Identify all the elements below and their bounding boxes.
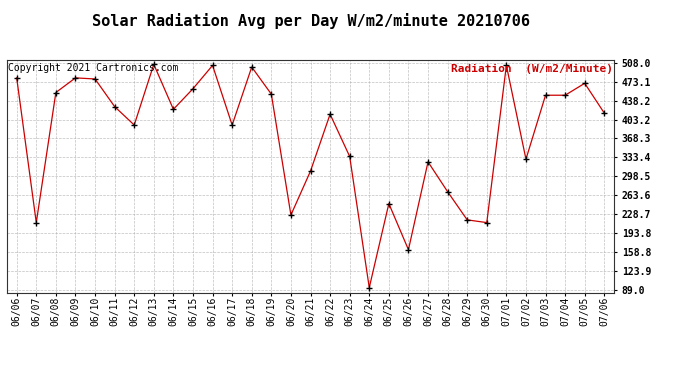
Text: Solar Radiation Avg per Day W/m2/minute 20210706: Solar Radiation Avg per Day W/m2/minute … xyxy=(92,13,529,29)
Text: Radiation  (W/m2/Minute): Radiation (W/m2/Minute) xyxy=(451,63,613,74)
Text: Copyright 2021 Cartronics.com: Copyright 2021 Cartronics.com xyxy=(8,63,179,74)
